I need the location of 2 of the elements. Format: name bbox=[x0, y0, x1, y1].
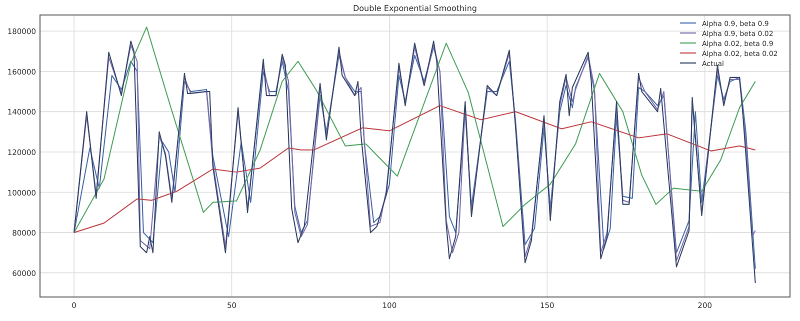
chart-title: Double Exponential Smoothing bbox=[353, 4, 477, 13]
line-series bbox=[74, 105, 756, 234]
